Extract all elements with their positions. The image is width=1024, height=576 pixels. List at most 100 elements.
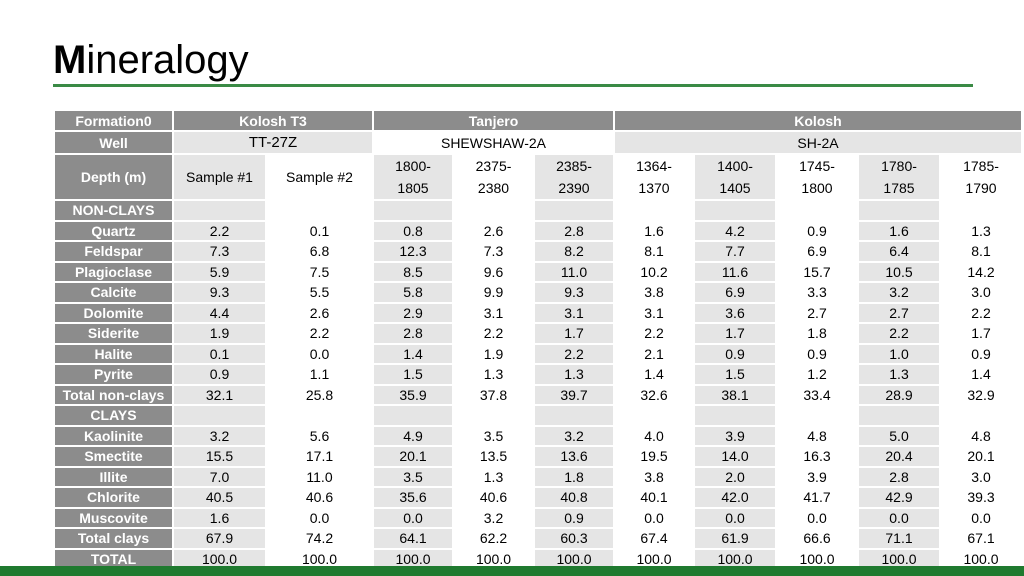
- value-cell: 15.7: [775, 260, 859, 283]
- value-cell: 40.1: [613, 486, 695, 509]
- value-cell: 1.3: [939, 219, 1023, 242]
- depth-text: 1805: [397, 180, 429, 196]
- value-cell: 20.1: [372, 445, 454, 468]
- value-cell: 32.1: [172, 383, 267, 406]
- empty-cell: [939, 199, 1023, 222]
- title-underline: [53, 84, 973, 87]
- value-cell: 7.3: [172, 240, 267, 263]
- value-cell: 1.7: [693, 322, 777, 345]
- value-cell: 39.7: [533, 383, 615, 406]
- value-cell: 74.2: [265, 527, 374, 550]
- value-cell: 4.8: [939, 424, 1023, 447]
- value-cell: 100.0: [533, 547, 615, 570]
- value-cell: 35.6: [372, 486, 454, 509]
- value-cell: 1.8: [533, 465, 615, 488]
- empty-cell: [372, 404, 454, 427]
- section-header-row: NON-CLAYS: [53, 199, 1023, 222]
- value-cell: 0.9: [939, 342, 1023, 365]
- value-cell: 3.1: [452, 301, 535, 324]
- empty-cell: [172, 404, 267, 427]
- value-cell: 0.0: [939, 506, 1023, 529]
- section-label: CLAYS: [53, 404, 174, 427]
- depth-text: 1785-: [963, 158, 999, 174]
- depth-text: 1370: [638, 180, 670, 196]
- table-row: Total clays 67.9 74.2 64.1 62.2 60.3 67.4 61.9 6…: [53, 527, 1023, 550]
- value-cell: 2.6: [265, 301, 374, 324]
- value-cell: 4.2: [693, 219, 777, 242]
- value-cell: 5.9: [172, 260, 267, 283]
- value-cell: 5.6: [265, 424, 374, 447]
- value-cell: 1.7: [533, 322, 615, 345]
- empty-cell: [857, 199, 941, 222]
- depth-text: 2375-: [475, 158, 512, 174]
- depth-row: Depth (m) Sample #1 Sample #2 1800- 1805 237…: [53, 153, 1023, 201]
- depth-cell: 1400- 1405: [693, 153, 777, 201]
- value-cell: 6.8: [265, 240, 374, 263]
- well-name: TT-27Z: [172, 130, 374, 155]
- value-cell: 40.8: [533, 486, 615, 509]
- depth-cell: Sample #2: [265, 153, 374, 201]
- value-cell: 100.0: [452, 547, 535, 570]
- well-name: SHEWSHAW-2A: [372, 130, 615, 155]
- empty-cell: [693, 404, 777, 427]
- value-cell: 3.2: [452, 506, 535, 529]
- value-cell: 15.5: [172, 445, 267, 468]
- table-row: Quartz 2.2 0.1 0.8 2.6 2.8 1.6 4.2 0.9 1.6 1.3: [53, 219, 1023, 242]
- depth-cell: 1780- 1785: [857, 153, 941, 201]
- row-label: Kaolinite: [53, 424, 174, 447]
- value-cell: 3.2: [533, 424, 615, 447]
- value-cell: 1.5: [693, 363, 777, 386]
- value-cell: 13.6: [533, 445, 615, 468]
- value-cell: 100.0: [265, 547, 374, 570]
- value-cell: 2.2: [265, 322, 374, 345]
- row-label: Feldspar: [53, 240, 174, 263]
- value-cell: 67.4: [613, 527, 695, 550]
- value-cell: 16.3: [775, 445, 859, 468]
- depth-text: 1785: [883, 180, 915, 196]
- depth-cell: 1364- 1370: [613, 153, 695, 201]
- value-cell: 25.8: [265, 383, 374, 406]
- value-cell: 0.8: [372, 219, 454, 242]
- well-row: Well TT-27Z SHEWSHAW-2A SH-2A: [53, 130, 1023, 155]
- value-cell: 6.4: [857, 240, 941, 263]
- value-cell: 4.0: [613, 424, 695, 447]
- depth-cell: 2385- 2390: [533, 153, 615, 201]
- value-cell: 9.9: [452, 281, 535, 304]
- value-cell: 4.8: [775, 424, 859, 447]
- value-cell: 5.0: [857, 424, 941, 447]
- row-label: Muscovite: [53, 506, 174, 529]
- value-cell: 71.1: [857, 527, 941, 550]
- table-row: Plagioclase 5.9 7.5 8.5 9.6 11.0 10.2 11.6 15.7 1…: [53, 260, 1023, 283]
- value-cell: 3.5: [372, 465, 454, 488]
- empty-cell: [613, 404, 695, 427]
- table-row: Total non-clays 32.1 25.8 35.9 37.8 39.7 32.6 3…: [53, 383, 1023, 406]
- value-cell: 4.9: [372, 424, 454, 447]
- value-cell: 7.7: [693, 240, 777, 263]
- value-cell: 32.6: [613, 383, 695, 406]
- empty-cell: [172, 199, 267, 222]
- table-row: Dolomite 4.4 2.6 2.9 3.1 3.1 3.1 3.6 2.7 2.7 2.2: [53, 301, 1023, 324]
- depth-cell: 2375- 2380: [452, 153, 535, 201]
- formation-label: Formation0: [53, 109, 174, 132]
- value-cell: 3.8: [613, 281, 695, 304]
- value-cell: 0.0: [372, 506, 454, 529]
- row-label: Halite: [53, 342, 174, 365]
- value-cell: 0.9: [775, 219, 859, 242]
- empty-cell: [533, 404, 615, 427]
- section-header-row: CLAYS: [53, 404, 1023, 427]
- row-label: Siderite: [53, 322, 174, 345]
- value-cell: 0.9: [693, 342, 777, 365]
- value-cell: 2.2: [613, 322, 695, 345]
- value-cell: 2.8: [857, 465, 941, 488]
- value-cell: 1.3: [533, 363, 615, 386]
- value-cell: 42.9: [857, 486, 941, 509]
- table-row: Siderite 1.9 2.2 2.8 2.2 1.7 2.2 1.7 1.8 2.2 1.7: [53, 322, 1023, 345]
- empty-cell: [939, 404, 1023, 427]
- value-cell: 12.3: [372, 240, 454, 263]
- empty-cell: [775, 404, 859, 427]
- value-cell: 2.9: [372, 301, 454, 324]
- depth-text: 1400-: [717, 158, 753, 174]
- row-label: Illite: [53, 465, 174, 488]
- value-cell: 66.6: [775, 527, 859, 550]
- table-row: Pyrite 0.9 1.1 1.5 1.3 1.3 1.4 1.5 1.2 1.3 1.4: [53, 363, 1023, 386]
